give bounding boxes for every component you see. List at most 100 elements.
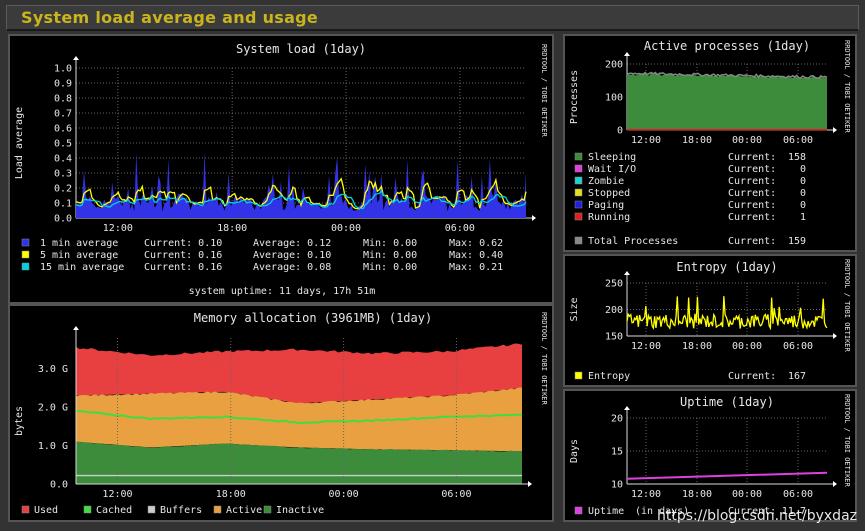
legend-swatch [574,176,583,185]
legend-value: 0 [800,164,806,175]
legend-current: Current: [728,200,776,211]
legend-current: Current: 0.16 [144,250,222,261]
legend-label: Paging [588,200,624,211]
legend-label: Zombie [588,176,624,187]
chart-title: Active processes (1day) [644,39,810,53]
y-axis-arrow [73,326,79,330]
legend-current: Current: [728,212,776,223]
x-tick-label: 00:00 [732,341,762,352]
legend-label: Uptime [588,506,624,517]
legend-value: 0 [800,176,806,187]
y-tick-label: 0.0 [50,480,68,491]
y-axis-label: Load average [14,107,25,179]
x-tick-label: 12:00 [631,489,661,500]
x-tick-label: 18:00 [216,489,246,500]
x-tick-label: 06:00 [783,135,813,146]
x-tick-label: 12:00 [103,223,133,234]
y-axis-arrow [624,52,630,56]
y-tick-label: 250 [605,279,623,290]
series-used-area [76,343,522,404]
legend-value: 159 [788,236,806,247]
legend-average: Average: 0.12 [253,238,331,249]
legend-max: Max: 0.40 [449,250,503,261]
x-axis-arrow [833,481,837,487]
legend-label: Entropy [588,371,630,382]
uptime-chart: Uptime (1day) RRDTOOL / TOBI OETIKER Days 1… [569,394,851,517]
y-tick-label: 0.2 [54,184,72,195]
legend-max: Max: 0.21 [449,262,503,273]
legend-current: Current: [728,506,776,517]
x-axis-arrow [833,333,837,339]
y-tick-label: 200 [605,305,623,316]
x-tick-label: 06:00 [783,341,813,352]
legend-swatch [83,505,92,514]
legend-min: Min: 0.00 [363,250,417,261]
legend-value: 1 [800,212,806,223]
legend-swatch [147,505,156,514]
y-tick-label: 0 [617,126,623,137]
legend-label: Inactive [276,505,324,516]
series-uptime-line [626,471,828,480]
y-tick-label: 0.0 [54,214,72,225]
legend-min: Min: 0.00 [363,238,417,249]
legend-swatch [21,505,30,514]
entropy-chart: Entropy (1day) RRDTOOL / TOBI OETIKER Size… [569,259,851,382]
legend-label: Sleeping [588,152,636,163]
x-tick-label: 00:00 [732,135,762,146]
chart-title: Uptime (1day) [680,395,774,409]
uptime-panel: Uptime (1day) RRDTOOL / TOBI OETIKER Days 1… [563,389,857,522]
legend-value: 0 [800,200,806,211]
x-tick-label: 00:00 [329,489,359,500]
y-axis-arrow [624,406,630,410]
y-tick-label: 0.7 [54,109,72,120]
legend-swatch [574,164,583,173]
legend-value: 167 [788,371,806,382]
y-tick-label: 0.9 [54,79,72,90]
legend-label: Cached [96,505,132,516]
legend-value: 0 [800,188,806,199]
legend-swatch [574,236,583,245]
y-axis-label: Days [569,439,580,463]
legend-swatch [21,238,30,247]
legend-swatch [574,371,583,380]
y-tick-label: 0.8 [54,94,72,105]
chart-title: System load (1day) [236,42,366,56]
series-total-line [626,71,828,79]
y-axis-label: Processes [569,70,580,124]
legend-label: 5 min average [40,250,118,261]
side-label: RRDTOOL / TOBI OETIKER [843,394,851,488]
y-tick-label: 2.0 G [38,403,68,414]
side-label: RRDTOOL / TOBI OETIKER [540,312,548,406]
processes-chart: Active processes (1day) RRDTOOL / TOBI OE… [569,39,851,247]
legend-current: Current: [728,176,776,187]
y-tick-label: 10 [611,480,623,491]
legend-swatch [21,262,30,271]
legend-swatch [21,250,30,259]
legend-value: 11.7 [782,506,806,517]
x-axis-arrow [833,127,837,133]
uptime-footer: system uptime: 11 days, 17h 51m [189,286,376,297]
x-tick-label: 18:00 [682,135,712,146]
legend-swatch [263,505,272,514]
processes-panel: Active processes (1day) RRDTOOL / TOBI OE… [563,34,857,252]
series-entropy-line [626,296,828,331]
legend-average: Average: 0.10 [253,250,331,261]
legend-current: Current: 0.16 [144,262,222,273]
legend-max: Max: 0.62 [449,238,503,249]
entropy-panel: Entropy (1day) RRDTOOL / TOBI OETIKER Size… [563,254,857,387]
x-tick-label: 00:00 [331,223,361,234]
y-tick-label: 0.1 [54,199,72,210]
x-axis-arrow [532,215,536,221]
series-sleeping-area [627,73,827,130]
page-header: System load average and usage [6,5,859,31]
x-tick-label: 12:00 [631,135,661,146]
x-tick-label: 12:00 [631,341,661,352]
y-tick-label: 0.6 [54,124,72,135]
y-tick-label: 100 [605,93,623,104]
legend-swatch [574,212,583,221]
side-label: RRDTOOL / TOBI OETIKER [843,259,851,353]
y-tick-label: 0.4 [54,154,72,165]
memory-panel: Memory allocation (3961MB) (1day) RRDTOOL… [8,304,554,522]
y-tick-label: 20 [611,414,623,425]
chart-title: Memory allocation (3961MB) (1day) [194,311,432,325]
